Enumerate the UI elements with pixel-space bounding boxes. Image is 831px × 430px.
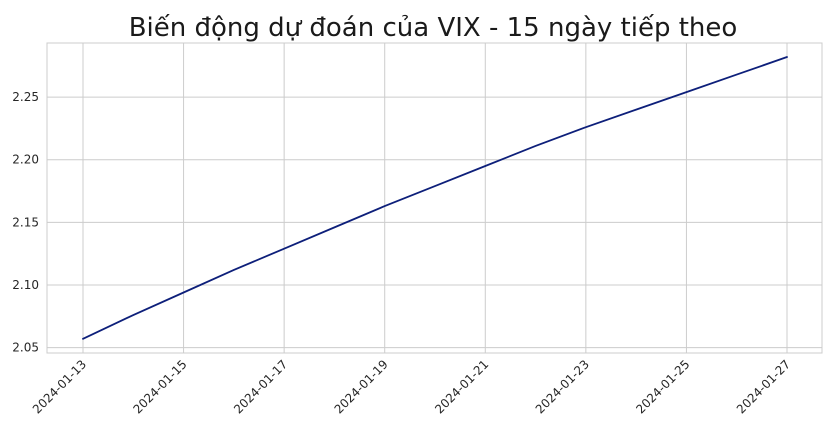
y-tick-label: 2.15 [12, 215, 39, 229]
y-tick-label: 2.20 [12, 153, 39, 167]
x-axis-ticks: 2024-01-13 2024-01-15 2024-01-17 2024-01-19… [30, 357, 793, 416]
x-tick-label: 2024-01-15 [130, 357, 189, 416]
y-tick-label: 2.25 [12, 90, 39, 104]
x-tick-label: 2024-01-17 [231, 357, 290, 416]
x-tick-label: 2024-01-23 [533, 357, 592, 416]
grid-lines [47, 43, 822, 353]
x-tick-label: 2024-01-25 [633, 357, 692, 416]
y-axis-ticks: 2.05 2.10 2.15 2.20 2.25 [12, 90, 39, 355]
chart-title: Biến động dự đoán của VIX - 15 ngày tiếp… [129, 13, 738, 43]
series-layer [82, 56, 788, 340]
x-tick-label: 2024-01-19 [332, 357, 391, 416]
series-line [82, 56, 788, 340]
plot-frame [46, 42, 823, 354]
y-tick-label: 2.10 [12, 278, 39, 292]
x-tick-label: 2024-01-27 [734, 357, 793, 416]
x-tick-label: 2024-01-13 [30, 357, 89, 416]
y-tick-label: 2.05 [12, 341, 39, 355]
x-tick-label: 2024-01-21 [432, 357, 491, 416]
